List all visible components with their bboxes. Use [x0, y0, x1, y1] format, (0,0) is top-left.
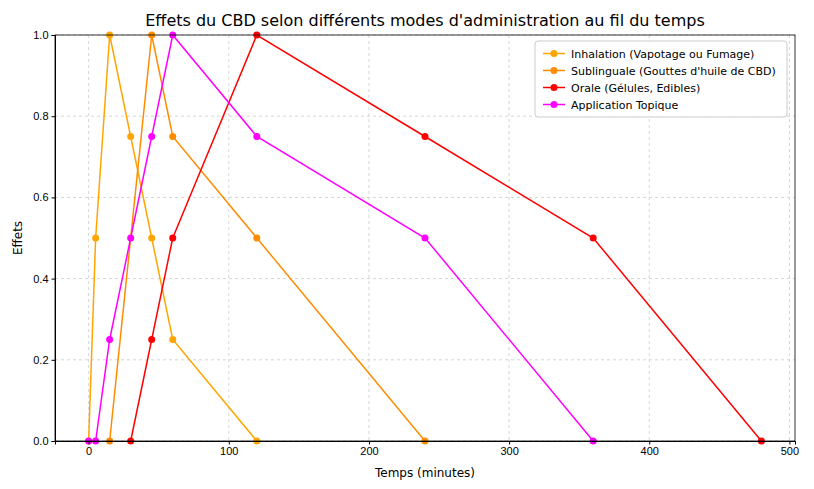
tick-mark [789, 441, 790, 445]
tick-label: 200 [360, 445, 378, 457]
plot: 0 100 200 300 400 500 0.0 0.2 0.4 0.6 0.8 1.0 Inhala… [33, 29, 799, 457]
marker [127, 133, 134, 140]
grid [55, 35, 795, 441]
x-axis-title: Temps (minutes) [374, 466, 475, 480]
tick: 0.6 [33, 191, 55, 203]
tick: 400 [641, 441, 659, 457]
title: Effets du CBD selon différents modes d'a… [145, 11, 705, 30]
legend-marker [551, 50, 558, 57]
tick-mark [52, 35, 56, 36]
legend-marker [551, 101, 558, 108]
grid-line [55, 278, 795, 279]
marker [590, 235, 597, 242]
marker [92, 235, 99, 242]
tick-label: 400 [641, 445, 659, 457]
axis-line [56, 442, 796, 445]
marker [127, 235, 134, 242]
tick-mark [369, 441, 370, 445]
series-group [85, 32, 765, 445]
tick-mark [52, 116, 56, 117]
axis-line [52, 36, 56, 442]
legend-label: Application Topique [571, 99, 679, 112]
tick-mark [52, 360, 56, 361]
marker [253, 133, 260, 140]
legend-label: Orale (Gélules, Edibles) [571, 82, 700, 95]
plot-frame [55, 35, 795, 441]
tick-mark [52, 279, 56, 280]
marker [422, 133, 429, 140]
grid-line [789, 35, 790, 441]
tick-label: 0.2 [33, 354, 48, 366]
tick-label: 0.0 [33, 435, 48, 447]
grid-line [509, 35, 510, 441]
tick: 0 [86, 441, 92, 457]
tick: 0.8 [33, 110, 55, 122]
marker [253, 235, 260, 242]
tick-label: 100 [220, 445, 238, 457]
grid-line [368, 35, 369, 441]
marker [148, 336, 155, 343]
tick-mark [509, 441, 510, 445]
tick: 0.4 [33, 273, 55, 285]
marker [148, 235, 155, 242]
tick: 1.0 [33, 29, 55, 41]
y-axis-title: Effets [11, 221, 25, 255]
marker [169, 235, 176, 242]
series-line [110, 35, 425, 441]
series-line [89, 35, 594, 441]
tick-label: 0 [86, 445, 92, 457]
tick-label: 0.8 [33, 110, 48, 122]
chart: 0 100 200 300 400 500 0.0 0.2 0.4 0.6 0.8 1.0 Inhala… [0, 0, 814, 489]
legend-marker [551, 67, 558, 74]
tick-label: 300 [500, 445, 518, 457]
tick-mark [52, 441, 56, 442]
grid-line [228, 35, 229, 441]
grid-line [55, 197, 795, 198]
legend-label: Sublinguale (Gouttes d'huile de CBD) [571, 65, 776, 78]
tick-label: 0.6 [33, 191, 48, 203]
marker [422, 235, 429, 242]
tick-mark [52, 197, 56, 198]
marker [169, 133, 176, 140]
legend-label: Inhalation (Vapotage ou Fumage) [571, 48, 754, 61]
legend-box [535, 41, 787, 117]
tick-mark [229, 441, 230, 445]
tick: 0.2 [33, 354, 55, 366]
tick: 200 [360, 441, 378, 457]
tick-label: 500 [781, 445, 799, 457]
grid-line [55, 359, 795, 360]
tick-mark [649, 441, 650, 445]
tick-mark [89, 441, 90, 445]
x-axis: 0 100 200 300 400 500 [56, 441, 800, 457]
tick: 100 [220, 441, 238, 457]
tick: 300 [500, 441, 518, 457]
marker [106, 336, 113, 343]
legend: Inhalation (Vapotage ou Fumage) Sublingua… [535, 41, 787, 117]
legend-marker [551, 84, 558, 91]
tick: 500 [781, 441, 799, 457]
grid-line [88, 35, 89, 441]
tick-label: 1.0 [33, 29, 48, 41]
marker [169, 336, 176, 343]
tick-label: 0.4 [33, 273, 48, 285]
marker [148, 133, 155, 140]
tick: 0.0 [33, 435, 55, 447]
y-axis: 0.0 0.2 0.4 0.6 0.8 1.0 [33, 29, 55, 447]
